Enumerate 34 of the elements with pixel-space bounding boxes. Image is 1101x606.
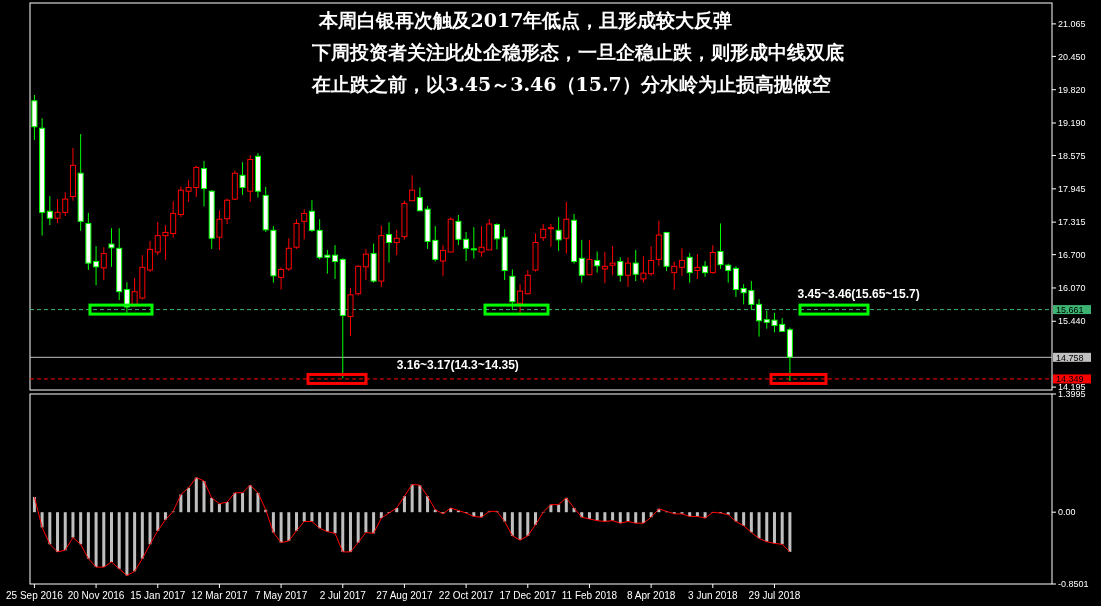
- x-tick-label: 29 Jul 2018: [748, 590, 801, 601]
- y-tick-label: -0.8501: [1058, 579, 1089, 590]
- annotation: 在止跌之前，以3.45～3.46（15.7）分水岭为止损高抛做空: [311, 73, 831, 95]
- x-tick-label: 12 Mar 2017: [191, 590, 248, 601]
- y-tick-label: 17.315: [1058, 217, 1086, 228]
- x-tick-label: 22 Oct 2017: [438, 590, 494, 601]
- y-tick-label: 19.820: [1058, 84, 1086, 95]
- annotation: 下周投资者关注此处企稳形态，一旦企稳止跌，则形成中线双底: [311, 41, 844, 63]
- x-tick-label: 8 Apr 2018: [626, 590, 676, 601]
- x-tick-label: 3 Jun 2018: [688, 590, 738, 601]
- x-tick-label: 17 Dec 2017: [499, 590, 557, 601]
- ref-line-label: 14.758: [1056, 352, 1084, 363]
- ref-line-label: 15.661: [1056, 304, 1084, 315]
- x-tick-label: 20 Nov 2016: [67, 590, 125, 601]
- annotation: 本周白银再次触及2017年低点，且形成较大反弹: [312, 9, 733, 31]
- annotation: 3.45~3.46(15.65~15.7): [797, 286, 920, 301]
- y-tick-label: 19.190: [1058, 118, 1086, 129]
- y-tick-label: 0.00: [1058, 507, 1076, 518]
- ref-line-label: 14.349: [1056, 374, 1084, 385]
- y-tick-label: 15.440: [1058, 316, 1086, 327]
- x-tick-label: 7 May 2017: [254, 590, 308, 601]
- x-tick-label: 15 Jan 2017: [130, 590, 186, 601]
- y-tick-label: 17.945: [1058, 184, 1086, 195]
- annotation: 3.16~3.17(14.3~14.35): [396, 357, 519, 372]
- x-tick-label: 2 Jul 2017: [319, 590, 367, 601]
- y-tick-label: 16.700: [1058, 249, 1086, 260]
- y-tick-label: 18.575: [1058, 150, 1086, 161]
- y-tick-label: 21.065: [1058, 19, 1086, 30]
- x-tick-label: 11 Feb 2018: [561, 590, 618, 601]
- y-tick-label: 20.450: [1058, 51, 1086, 62]
- x-tick-label: 27 Aug 2017: [376, 590, 433, 601]
- y-tick-label: 1.3995: [1058, 389, 1086, 400]
- x-tick-label: 25 Sep 2016: [6, 590, 64, 601]
- y-tick-label: 16.070: [1058, 283, 1086, 294]
